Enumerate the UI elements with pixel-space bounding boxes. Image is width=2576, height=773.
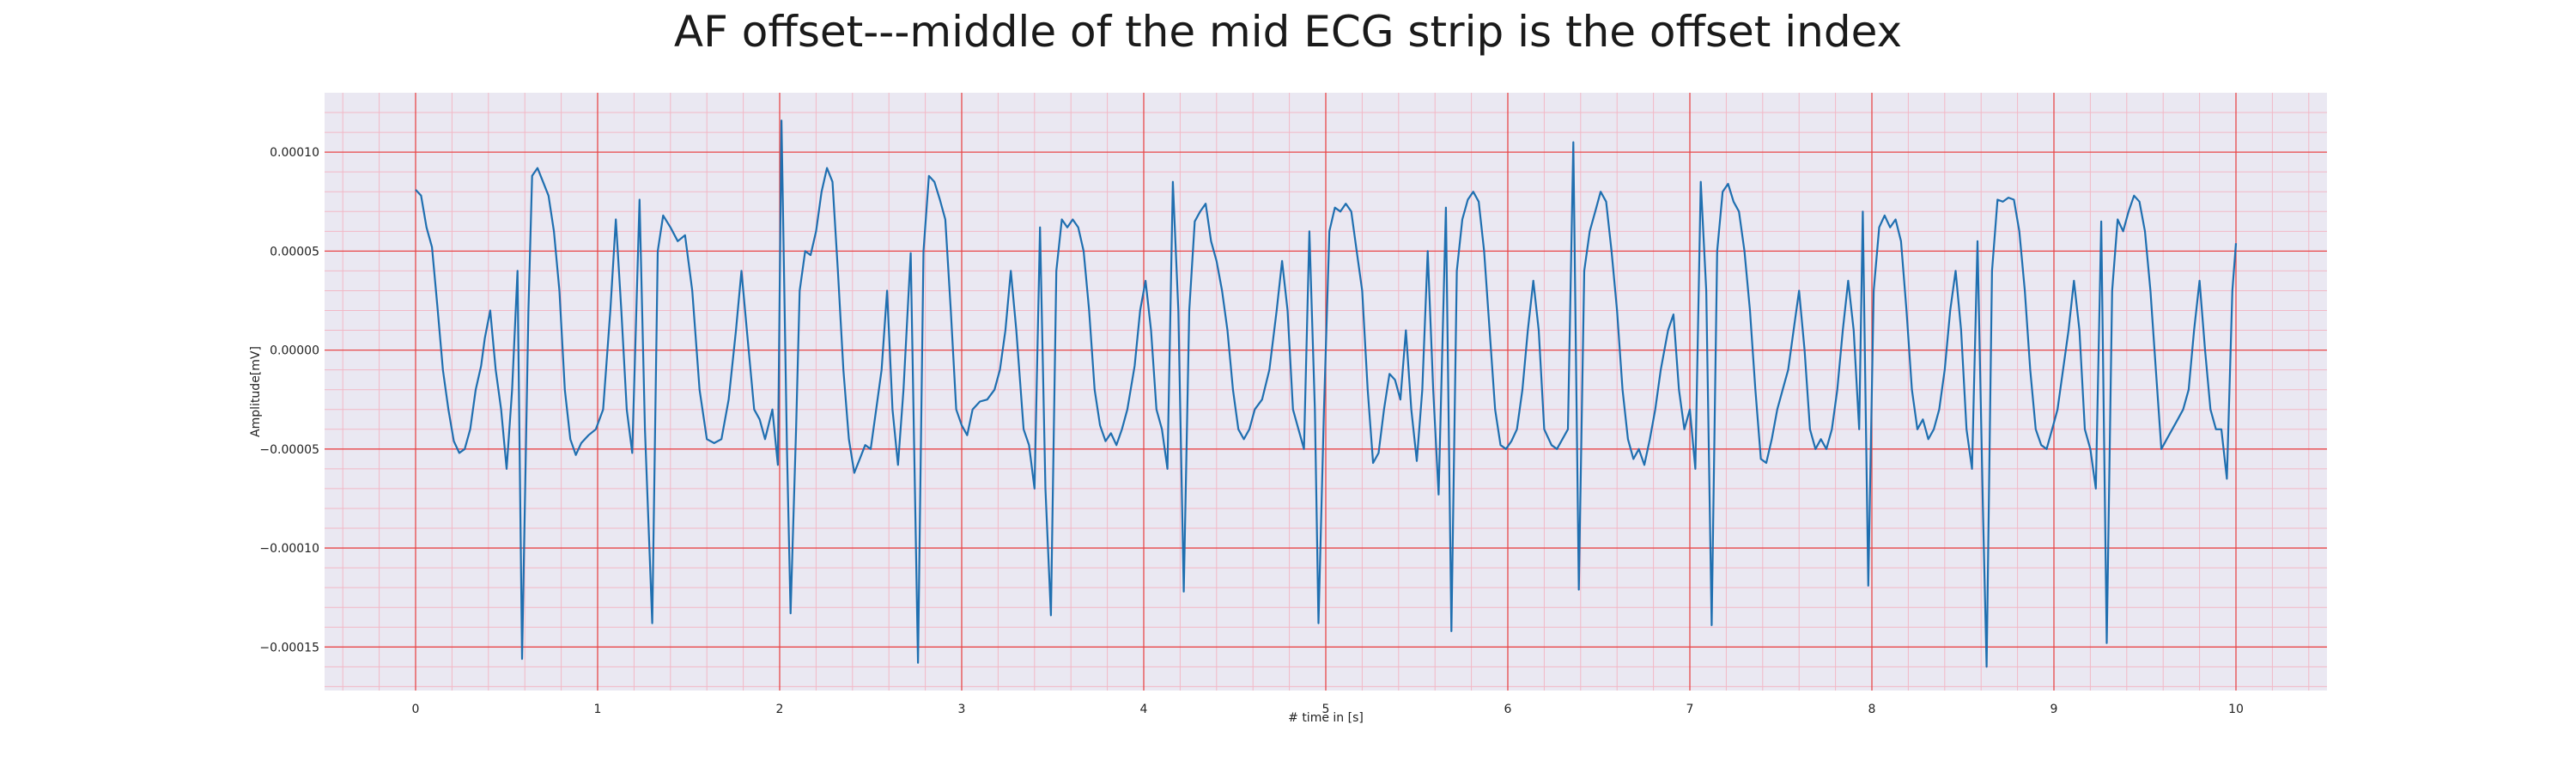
x-tick-label: 7 (1686, 703, 1694, 716)
y-tick-label: −0.00010 (259, 542, 319, 556)
x-tick-label: 6 (1504, 703, 1512, 716)
y-tick-label: −0.00015 (259, 641, 319, 654)
x-axis-label: # time in [s] (1288, 711, 1364, 725)
x-tick-label: 10 (2228, 703, 2244, 716)
y-tick-label: −0.00005 (259, 443, 319, 457)
x-tick-label: 5 (1322, 703, 1330, 716)
y-tick-label: 0.00010 (270, 146, 319, 160)
x-tick-label: 9 (2050, 703, 2058, 716)
x-tick-label: 4 (1140, 703, 1148, 716)
x-tick-label: 3 (958, 703, 966, 716)
chart-title: AF offset---middle of the mid ECG strip … (673, 7, 1903, 57)
y-tick-label: 0.00005 (270, 245, 319, 259)
x-tick-label: 0 (412, 703, 420, 716)
ecg-signal-line (415, 119, 2238, 668)
x-tick-label: 1 (594, 703, 602, 716)
y-tick-label: 0.00000 (270, 344, 319, 358)
x-tick-label: 8 (1868, 703, 1876, 716)
x-axis-ticks: 0 1 2 3 4 5 6 7 8 9 10 (412, 703, 2244, 716)
y-axis-ticks: 0.00010 0.00005 0.00000 −0.00005 −0.00010 −0.… (259, 146, 319, 654)
y-axis-label: Amplitude[mV] (249, 346, 263, 437)
x-tick-label: 2 (776, 703, 784, 716)
